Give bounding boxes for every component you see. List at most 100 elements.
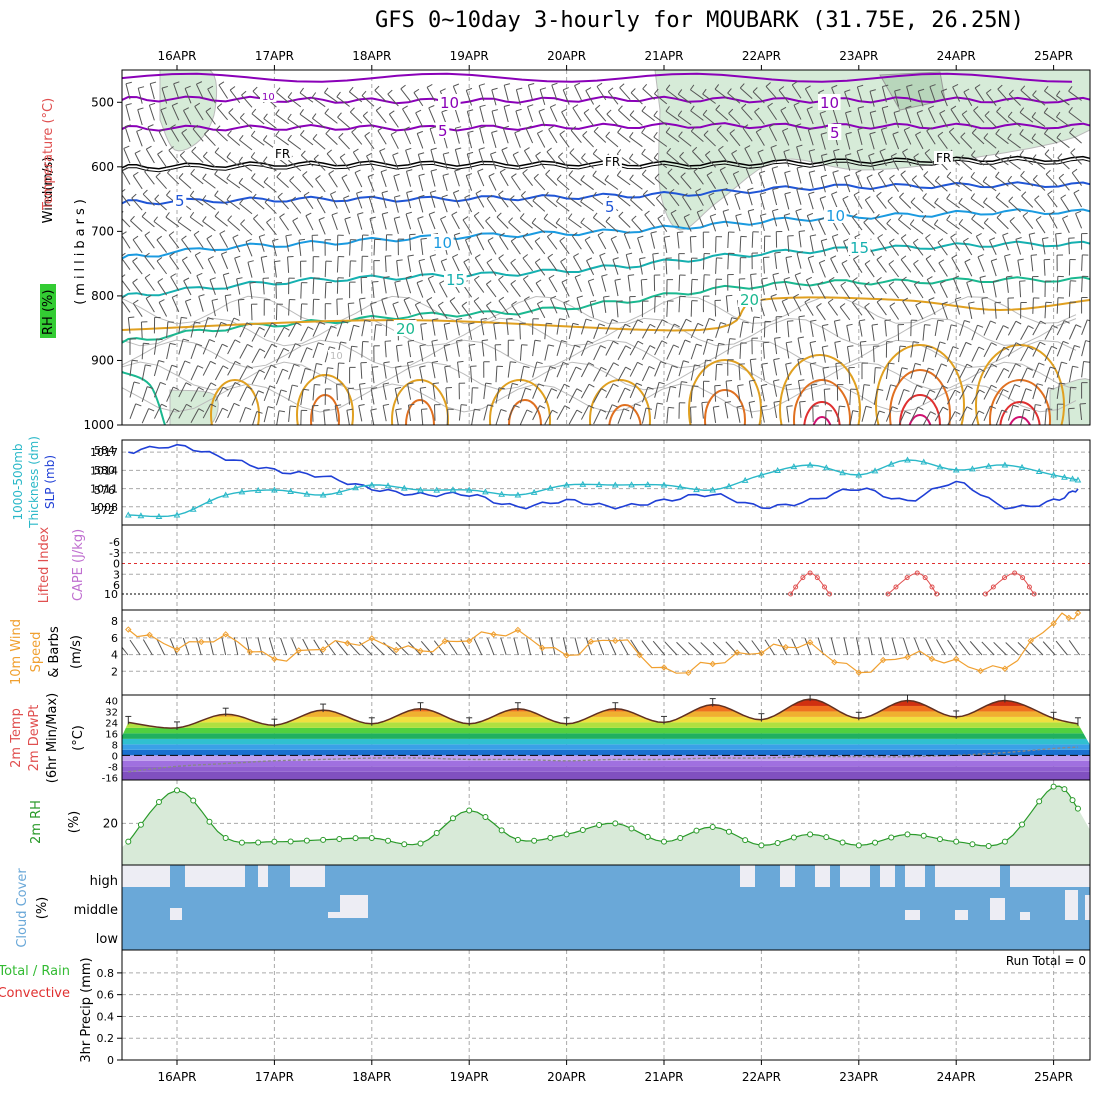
wind-barb-staff [584, 113, 594, 126]
wind-barb-flag [290, 406, 296, 407]
wind-barb-staff [991, 261, 996, 276]
wind-barb-staff [350, 240, 351, 256]
slp-plot [122, 445, 1090, 519]
wind-barb-flag [300, 130, 304, 135]
wind-barb-flag [1010, 217, 1014, 221]
contour-label: 10 [262, 92, 275, 103]
wind-barb-flag [938, 320, 944, 321]
wind-barb-staff [520, 410, 527, 425]
wind-barb-staff [472, 388, 473, 404]
wind-barb-flag [719, 343, 725, 344]
wind-barb-flag [892, 407, 898, 409]
wind-barb-flag [354, 325, 360, 326]
wind-barb-staff [923, 198, 935, 208]
ylabel-cloud-unit: (%) [35, 897, 50, 920]
wind-barb-staff [419, 176, 423, 191]
contour-label: 5 [830, 124, 840, 142]
wind-barb-flag [421, 238, 427, 239]
wind-barb-flag [548, 345, 554, 346]
wind-barb-flag [601, 389, 606, 392]
wind-barb-staff [325, 261, 326, 277]
wind-barb-flag [239, 157, 243, 162]
wind-barb-staff [240, 204, 252, 214]
wind-barb-staff [740, 236, 741, 252]
wind-barb-staff [313, 139, 325, 149]
wind-barb-flag [182, 257, 187, 260]
wind-barb-staff [509, 222, 521, 233]
wind-barb-staff [130, 382, 134, 398]
wind-barb-flag [798, 380, 804, 381]
wind-barb-flag [847, 346, 853, 347]
wind-barb-flag [134, 382, 140, 383]
wind-barb-staff [445, 367, 448, 383]
wind-barb-flag [748, 209, 754, 211]
wind-barb-flag [535, 259, 540, 263]
wind-barb-flag [552, 83, 558, 85]
wind-barb-flag [964, 320, 970, 322]
wind-barb-staff [631, 93, 642, 104]
wind-barb-flag [1036, 216, 1041, 219]
wind-barb-flag [492, 88, 498, 90]
wind-barb-staff [847, 347, 849, 363]
wind-barb-flag [394, 217, 400, 219]
temp-color-band [122, 739, 1090, 744]
wind-barb-staff [199, 296, 204, 311]
wind-barb-flag [918, 407, 923, 410]
wind-barb-flag [178, 217, 181, 222]
wind-barb-staff [947, 369, 954, 383]
wind-barb-flag [316, 364, 322, 365]
wind-barb-staff [642, 174, 654, 184]
wind-barb-staff [1069, 238, 1070, 254]
wind-barb-staff [459, 405, 461, 421]
wind-barb-flag [736, 214, 742, 216]
wind-barb-staff [1022, 196, 1033, 207]
wind-barb-flag [246, 239, 252, 241]
wind-barb-staff [1018, 260, 1021, 276]
wind-barb-staff [594, 132, 606, 143]
wind-barb-flag [440, 216, 445, 219]
wind-barb-staff [167, 365, 172, 380]
slp-line [128, 445, 1078, 509]
wind-barb-flag [810, 320, 816, 321]
wind-barb-flag [278, 193, 282, 197]
wind-barb-flag [547, 148, 552, 152]
wind-barb-flag [1004, 368, 1009, 371]
wind-barb-staff [523, 279, 532, 292]
wind-barb-flag [1018, 259, 1024, 260]
wind-barb-staff [154, 361, 158, 376]
rh2m-marker [808, 832, 813, 837]
wind-barb-staff [691, 386, 692, 402]
wind-barb-staff [420, 388, 423, 404]
rh2m-marker [483, 814, 488, 819]
wind-barb-flag [342, 175, 347, 178]
wind-barb-staff [1056, 234, 1058, 250]
wind-barb-flag [227, 152, 231, 157]
wind-barb-staff [192, 151, 204, 162]
wind-barb-flag [211, 383, 216, 386]
wind-barb-staff [500, 236, 509, 249]
wind-barb-flag [561, 258, 566, 261]
wind-barb-staff [393, 304, 399, 319]
wind-barb-flag [642, 106, 646, 111]
wind-barb-staff [773, 189, 777, 204]
wind-barb-flag [983, 198, 987, 203]
wind-barb-staff [339, 137, 350, 149]
wind-barb-staff [372, 282, 374, 298]
wind-barb-flag [228, 131, 232, 136]
wind-barb-staff [1046, 174, 1057, 186]
wind-barb-10m [959, 641, 970, 655]
wind-barb-flag [1003, 389, 1008, 392]
wind-barb-flag [235, 340, 240, 343]
wind-barb-staff [133, 303, 142, 316]
wind-barb-flag [551, 389, 556, 391]
wind-barb-staff [389, 114, 398, 127]
wind-barb-staff [581, 223, 594, 233]
wind-barb-staff [432, 341, 435, 357]
wind-barb-flag [235, 361, 240, 364]
wind-barb-flag [380, 149, 385, 151]
top-day-label-25APR: 25APR [1034, 49, 1073, 63]
wind-barb-flag [1028, 326, 1033, 329]
wind-barb-staff [337, 363, 338, 379]
wind-barb-staff [368, 177, 374, 192]
wind-barb-staff [358, 214, 362, 229]
